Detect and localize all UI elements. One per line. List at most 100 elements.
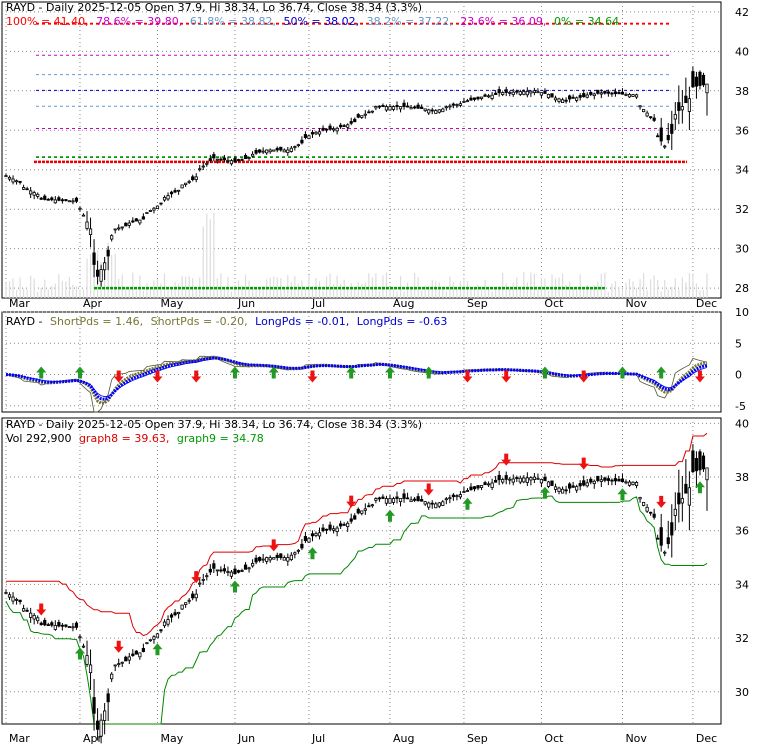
price-candle-body	[582, 93, 586, 98]
volume-bar	[125, 287, 127, 298]
band-candle-body	[599, 479, 603, 482]
price-candle-body	[420, 106, 424, 109]
band-candle-body	[289, 554, 293, 560]
band-candle-body	[553, 486, 558, 490]
volume-bar	[576, 289, 578, 298]
osc-buy-arrow	[346, 366, 357, 379]
price-candle-body	[205, 162, 209, 165]
price-candle-body	[620, 91, 625, 95]
volume-bar	[107, 243, 109, 298]
volume-bar	[583, 287, 585, 298]
osc-long-line	[5, 356, 708, 401]
price-candle-body	[29, 190, 33, 195]
band-candle-body	[180, 604, 184, 610]
price-candle-body	[624, 93, 628, 96]
price-candle-body	[606, 91, 610, 94]
volume-bar	[364, 282, 366, 298]
volume-bar	[424, 285, 426, 298]
osc-short-label: ShortPds = 1.46,	[50, 315, 143, 328]
price-y-tick: 40	[735, 45, 749, 58]
price-candle-body	[4, 175, 8, 178]
band-candle-body	[641, 501, 646, 506]
price-candle-body	[22, 187, 26, 190]
volume-bar	[82, 289, 85, 298]
band-candle-body	[663, 551, 667, 554]
band-candle-body	[691, 450, 695, 473]
band-candle-body	[261, 558, 265, 561]
volume-bar	[220, 273, 222, 298]
band-candle-body	[508, 478, 512, 481]
volume-bar	[44, 279, 46, 298]
band-candle-body	[159, 629, 163, 632]
volume-bar	[671, 286, 673, 298]
volume-bar	[163, 273, 166, 298]
fib-layer	[34, 22, 687, 290]
price-candle-body	[247, 157, 251, 159]
band-candle-body	[141, 648, 145, 652]
band-candle-body	[589, 478, 593, 483]
svg-text:Vol 292,900 graph8 = 39.63: Vol 292,900 graph8 = 39.63, graph9 = 34.…	[6, 432, 264, 445]
volume-bar	[149, 289, 152, 298]
volume-bar	[642, 273, 645, 298]
volume-bar	[290, 281, 292, 298]
band-candle-body	[656, 537, 660, 540]
price-candle-body	[226, 159, 230, 162]
price-candle-body	[99, 269, 103, 282]
band-candle-body	[525, 477, 529, 483]
band-candle-body	[110, 673, 114, 680]
volume-bar	[410, 286, 412, 298]
price-candle-body	[423, 108, 427, 112]
band-sell-arrow	[346, 495, 357, 508]
price-candle-body	[173, 190, 177, 193]
volume-bar	[389, 288, 391, 298]
price-candle-body	[458, 103, 463, 106]
price-candle-body	[14, 180, 19, 183]
price-candle-body	[416, 104, 420, 109]
volume-bar	[273, 276, 275, 298]
volume-bar	[635, 288, 638, 298]
price-candle-body	[282, 149, 286, 153]
band-candle-body	[243, 564, 248, 570]
osc-buy-arrow	[36, 366, 47, 379]
band-candle-body	[25, 609, 29, 612]
band-candle-body	[444, 498, 448, 501]
volume-bar	[333, 283, 335, 298]
price-candle-body	[539, 92, 544, 96]
price-candle-body	[511, 91, 515, 95]
band-candle-body	[99, 719, 103, 737]
band-sell-arrow	[501, 453, 512, 466]
band-candle-body	[578, 483, 582, 487]
volume-bar	[318, 281, 321, 298]
band-candle-body	[673, 508, 677, 516]
month-label-price: Mar	[9, 297, 30, 310]
band-buy-arrow	[462, 497, 473, 510]
price-candle-body	[409, 107, 413, 110]
osc-buy-arrow	[268, 366, 279, 379]
band-candle-body	[483, 482, 487, 486]
price-candle-body	[293, 146, 297, 148]
band-buy-arrow	[617, 488, 628, 501]
band-candle-body	[504, 475, 508, 480]
price-candle-body	[494, 92, 498, 95]
band-candle-body	[7, 594, 12, 598]
price-candle-body	[656, 135, 660, 138]
volume-bar	[547, 290, 550, 298]
bands-panel-frame	[1, 417, 722, 725]
osc-buy-arrow	[229, 366, 240, 379]
volume-bar	[540, 277, 543, 298]
price-candle-body	[303, 134, 308, 138]
price-candle-body	[191, 176, 195, 181]
price-candle-body	[275, 147, 279, 151]
price-candle-body	[353, 118, 357, 123]
price-candle-body	[398, 106, 403, 110]
price-candle-body	[279, 146, 283, 151]
band-candle-body	[279, 553, 283, 558]
band-candle-body	[134, 650, 138, 655]
band-candle-body	[627, 481, 632, 486]
band-candle-body	[402, 493, 406, 499]
price-candle-body	[497, 89, 501, 94]
signal-arrows	[36, 366, 705, 660]
price-candle-body	[272, 149, 276, 152]
price-y-tick: 34	[735, 164, 749, 177]
